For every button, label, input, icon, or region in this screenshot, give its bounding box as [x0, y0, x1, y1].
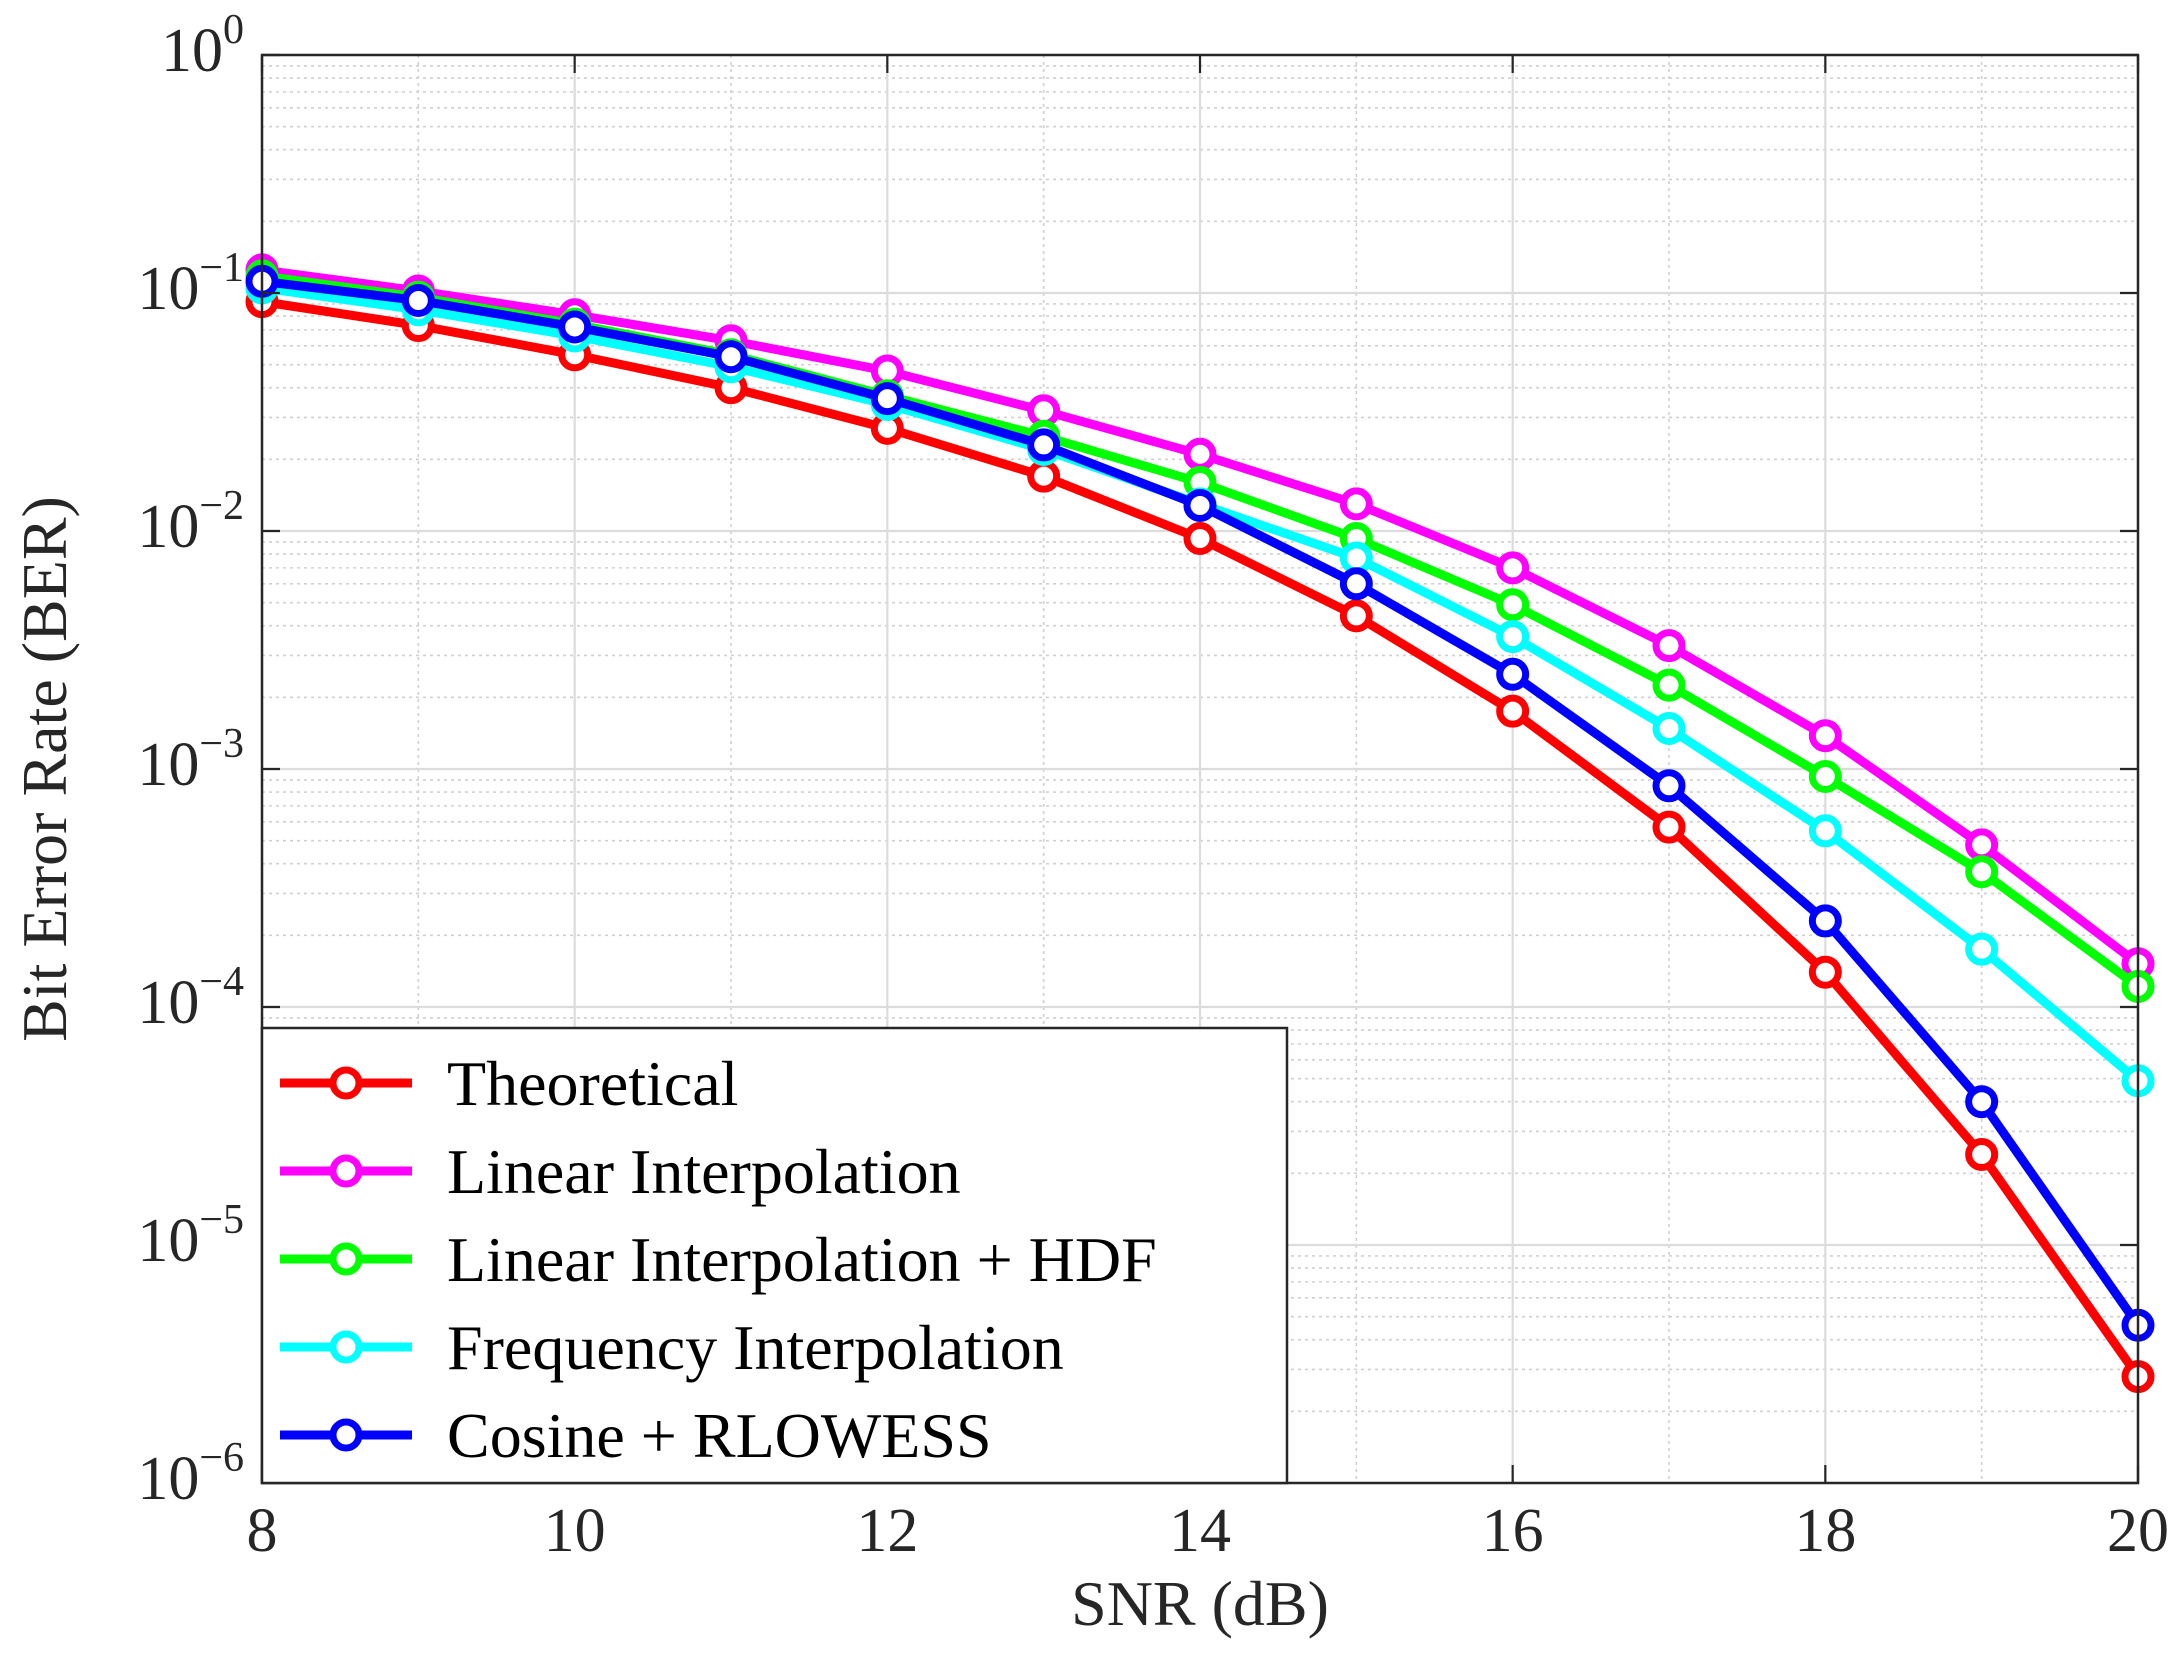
y-tick-label: 10−3 — [137, 721, 244, 799]
data-point — [1808, 760, 1842, 794]
data-point — [1965, 1085, 1999, 1119]
x-tick-label: 12 — [856, 1497, 918, 1565]
data-point — [1496, 588, 1530, 622]
data-point — [1183, 488, 1217, 522]
legend-marker — [329, 1330, 363, 1364]
y-tick-label: 10−6 — [137, 1435, 244, 1513]
legend-marker — [329, 1242, 363, 1276]
data-point — [1965, 1138, 1999, 1172]
x-tick-label: 8 — [247, 1497, 278, 1565]
y-axis-label: Bit Error Rate (BER) — [9, 496, 80, 1042]
y-tick-label: 10−4 — [137, 959, 244, 1037]
legend: Theoretical Linear Interpolation Linear In… — [260, 1026, 1289, 1485]
data-point — [1339, 599, 1373, 633]
data-point — [1808, 904, 1842, 938]
y-tick-labels: 100 10−1 10−2 10−3 10−4 10−5 10−6 — [137, 7, 244, 1513]
data-point — [1339, 487, 1373, 521]
data-point — [1652, 810, 1686, 844]
legend-label: Linear Interpolation + HDF — [447, 1224, 1157, 1295]
data-point — [1496, 694, 1530, 728]
data-point — [714, 340, 748, 374]
legend-entry: Linear Interpolation + HDF — [280, 1224, 1157, 1295]
data-point — [1808, 955, 1842, 989]
x-tick-label: 10 — [544, 1497, 606, 1565]
data-point — [1496, 620, 1530, 654]
data-point — [401, 284, 435, 318]
data-point — [1965, 828, 1999, 862]
data-point — [1183, 522, 1217, 556]
data-point — [1652, 629, 1686, 663]
data-point — [870, 382, 904, 416]
data-point — [558, 310, 592, 344]
x-axis-label: SNR (dB) — [1071, 1568, 1329, 1639]
data-point — [1496, 551, 1530, 585]
data-point — [1965, 855, 1999, 889]
legend-label: Linear Interpolation — [447, 1136, 961, 1207]
data-point — [1965, 932, 1999, 966]
legend-entry: Frequency Interpolation — [280, 1312, 1064, 1383]
data-point — [1496, 657, 1530, 691]
data-point — [1339, 567, 1373, 601]
series-0 — [245, 285, 2155, 1394]
y-tick-label: 10−5 — [137, 1197, 244, 1275]
data-point — [1652, 769, 1686, 803]
y-tick-label: 10−2 — [137, 483, 244, 561]
data-point — [1183, 437, 1217, 471]
legend-label: Frequency Interpolation — [447, 1312, 1064, 1383]
legend-entry: Linear Interpolation — [280, 1136, 961, 1207]
legend-marker — [329, 1066, 363, 1100]
data-point — [1808, 814, 1842, 848]
data-point — [1027, 459, 1061, 493]
x-tick-label: 20 — [2107, 1497, 2169, 1565]
x-tick-label: 18 — [1794, 1497, 1856, 1565]
x-tick-label: 14 — [1169, 1497, 1231, 1565]
legend-label: Cosine + RLOWESS — [447, 1400, 992, 1471]
x-tick-label: 16 — [1482, 1497, 1544, 1565]
series-4 — [245, 264, 2155, 1342]
y-tick-label: 100 — [161, 7, 244, 85]
data-point — [1339, 541, 1373, 575]
data-point — [1652, 711, 1686, 745]
data-point — [1652, 668, 1686, 702]
legend-marker — [329, 1154, 363, 1188]
legend-box — [260, 1026, 1289, 1485]
data-point — [1027, 428, 1061, 462]
legend-marker — [329, 1418, 363, 1452]
y-tick-label: 10−1 — [137, 245, 244, 323]
x-tick-labels: 8 10 12 14 16 18 20 — [247, 1497, 2170, 1565]
legend-label: Theoretical — [447, 1048, 738, 1119]
legend-entry: Theoretical — [280, 1048, 738, 1119]
legend-entry: Cosine + RLOWESS — [280, 1400, 992, 1471]
data-point — [1808, 719, 1842, 753]
